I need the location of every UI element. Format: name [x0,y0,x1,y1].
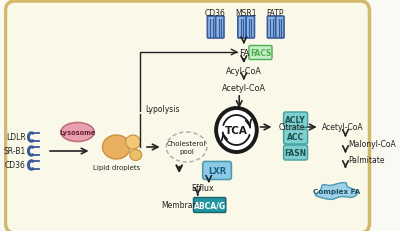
FancyBboxPatch shape [267,17,276,39]
Text: CD36: CD36 [5,161,26,170]
FancyBboxPatch shape [284,112,308,128]
Text: FACS: FACS [250,49,271,58]
FancyBboxPatch shape [276,17,284,39]
Text: Cholesterol: Cholesterol [167,140,206,146]
FancyBboxPatch shape [194,198,226,213]
FancyBboxPatch shape [284,145,308,160]
Text: Acyl-CoA: Acyl-CoA [226,67,262,76]
Polygon shape [315,183,358,200]
Text: LDLR: LDLR [6,133,26,142]
Text: Palmitate: Palmitate [348,156,385,165]
Ellipse shape [130,150,142,161]
FancyBboxPatch shape [207,17,216,39]
Text: Efflux: Efflux [191,184,214,193]
Text: MSR1: MSR1 [235,9,256,18]
FancyBboxPatch shape [238,17,246,39]
Text: ACLY: ACLY [285,116,306,125]
FancyBboxPatch shape [246,17,254,39]
Text: ABCA/G: ABCA/G [194,201,226,210]
Text: FASN: FASN [284,149,307,158]
Ellipse shape [102,135,130,159]
Text: Membrane: Membrane [162,201,202,210]
Text: Malonyl-CoA: Malonyl-CoA [348,140,396,149]
Text: Lypolysis: Lypolysis [145,105,180,114]
Text: Acetyl-CoA: Acetyl-CoA [322,123,364,132]
Text: Acetyl-CoA: Acetyl-CoA [222,84,266,93]
Text: Lysosome: Lysosome [59,129,96,135]
FancyBboxPatch shape [6,2,370,231]
Text: CD36: CD36 [205,9,226,18]
Text: Citrate: Citrate [279,123,305,132]
Text: Lipid droplets: Lipid droplets [93,164,140,170]
Text: Complex FA: Complex FA [312,188,360,194]
Ellipse shape [126,135,140,149]
FancyBboxPatch shape [203,162,231,180]
Text: SR-B1: SR-B1 [4,147,26,156]
Ellipse shape [61,123,94,142]
FancyBboxPatch shape [249,46,272,60]
FancyBboxPatch shape [284,129,308,144]
Text: FATP: FATP [266,9,284,18]
Text: ACC: ACC [287,133,304,142]
FancyBboxPatch shape [216,17,224,39]
Text: TCA: TCA [225,125,248,135]
Circle shape [216,109,257,152]
Text: pool: pool [179,148,194,154]
Text: LXR: LXR [208,166,226,175]
Text: FA: FA [239,48,249,57]
